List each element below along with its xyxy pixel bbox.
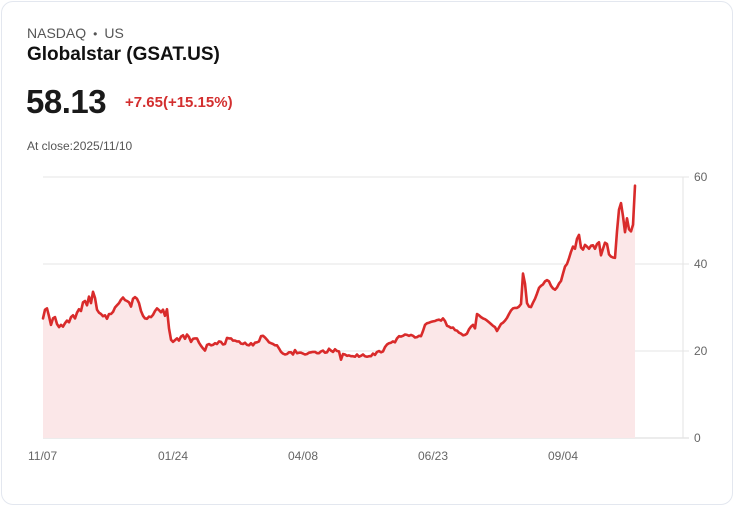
y-tick-label: 0	[694, 431, 701, 445]
x-tick-label: 11/07	[28, 449, 57, 463]
separator-dot: •	[93, 27, 98, 41]
x-tick-label: 09/04	[548, 449, 578, 463]
close-date: At close:2025/11/10	[27, 139, 133, 153]
x-tick-label: 01/24	[158, 449, 188, 463]
region: US	[104, 25, 124, 41]
y-tick-label: 40	[694, 257, 708, 271]
x-tick-label: 06/23	[418, 449, 448, 463]
current-price: 58.13	[26, 83, 107, 120]
chart-price-line	[41, 184, 637, 361]
stock-title: Globalstar (GSAT.US)	[27, 44, 220, 65]
x-tick-label: 04/08	[288, 449, 318, 463]
exchange-line: NASDAQ • US	[27, 25, 124, 41]
y-tick-label: 60	[694, 170, 708, 184]
chart-area-fill	[43, 185, 635, 438]
price-change: +7.65(+15.15%)	[125, 94, 233, 111]
x-axis-labels: 11/07 01/24 04/08 06/23 09/04	[28, 449, 578, 463]
y-tick-label: 20	[694, 344, 708, 358]
exchange-name: NASDAQ	[27, 25, 87, 41]
y-axis-labels: 0 20 40 60	[694, 170, 708, 445]
